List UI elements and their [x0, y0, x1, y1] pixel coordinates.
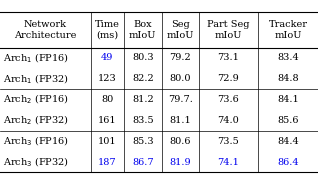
Text: 80.6: 80.6: [169, 137, 191, 146]
Text: 80.3: 80.3: [132, 54, 154, 62]
Text: 72.9: 72.9: [218, 74, 239, 83]
Text: 101: 101: [98, 137, 117, 146]
Text: 85.3: 85.3: [132, 137, 154, 146]
Text: 73.5: 73.5: [218, 137, 239, 146]
Text: Seg
mIoU: Seg mIoU: [167, 20, 194, 40]
Text: 84.1: 84.1: [277, 95, 299, 104]
Text: 80: 80: [101, 95, 114, 104]
Text: Part Seg
mIoU: Part Seg mIoU: [207, 20, 250, 40]
Text: Arch$_3$ (FP16): Arch$_3$ (FP16): [3, 134, 69, 148]
Text: Arch$_3$ (FP32): Arch$_3$ (FP32): [3, 155, 69, 169]
Text: 74.1: 74.1: [218, 158, 239, 166]
Text: 73.6: 73.6: [218, 95, 239, 104]
Text: 81.9: 81.9: [169, 158, 191, 166]
Text: 85.6: 85.6: [277, 116, 299, 125]
Text: 187: 187: [98, 158, 117, 166]
Text: Arch$_2$ (FP32): Arch$_2$ (FP32): [3, 114, 69, 127]
Text: 86.4: 86.4: [277, 158, 299, 166]
Text: Time
(ms): Time (ms): [95, 20, 120, 40]
Text: 86.7: 86.7: [132, 158, 154, 166]
Text: 73.1: 73.1: [218, 54, 239, 62]
Text: Arch$_1$ (FP32): Arch$_1$ (FP32): [3, 72, 69, 86]
Text: 79.2: 79.2: [169, 54, 191, 62]
Text: 49: 49: [101, 54, 114, 62]
Text: Tracker
mIoU: Tracker mIoU: [268, 20, 308, 40]
Text: Arch$_1$ (FP16): Arch$_1$ (FP16): [3, 51, 69, 65]
Text: 161: 161: [98, 116, 117, 125]
Text: 83.4: 83.4: [277, 54, 299, 62]
Text: 80.0: 80.0: [169, 74, 191, 83]
Text: 74.0: 74.0: [218, 116, 239, 125]
Text: 82.2: 82.2: [132, 74, 154, 83]
Text: Box
mIoU: Box mIoU: [129, 20, 156, 40]
Text: 83.5: 83.5: [132, 116, 154, 125]
Text: 84.8: 84.8: [277, 74, 299, 83]
Text: 81.1: 81.1: [169, 116, 191, 125]
Text: 123: 123: [98, 74, 117, 83]
Text: 81.2: 81.2: [132, 95, 154, 104]
Text: 79.7.: 79.7.: [168, 95, 193, 104]
Text: 84.4: 84.4: [277, 137, 299, 146]
Text: Network
Architecture: Network Architecture: [14, 20, 77, 40]
Text: Arch$_2$ (FP16): Arch$_2$ (FP16): [3, 93, 69, 106]
